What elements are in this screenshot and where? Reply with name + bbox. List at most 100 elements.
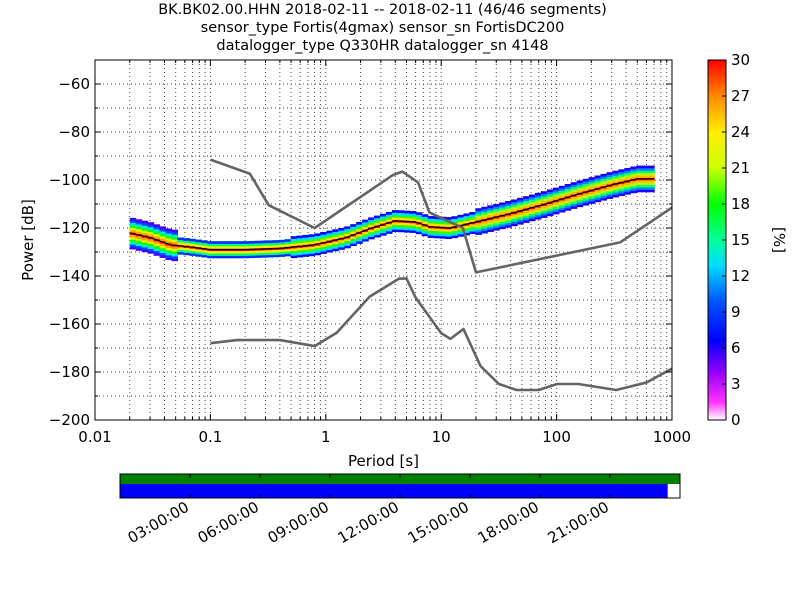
histogram-cell — [171, 256, 179, 259]
histogram-cell — [648, 172, 655, 176]
histogram-cell — [534, 207, 542, 210]
histogram-cell — [159, 248, 167, 251]
histogram-cell — [225, 250, 232, 254]
histogram-cell — [153, 245, 161, 249]
histogram-cell — [403, 213, 411, 216]
histogram-cell — [618, 183, 625, 187]
histogram-cell — [171, 253, 179, 257]
histogram-cell — [135, 238, 143, 242]
histogram-cell — [558, 190, 566, 194]
histogram-cell — [427, 235, 435, 238]
histogram-cell — [427, 228, 435, 231]
histogram-cell — [248, 240, 256, 244]
histogram-cell — [129, 237, 137, 240]
histogram-cell — [457, 219, 465, 223]
histogram-cell — [582, 202, 590, 206]
histogram-cell — [385, 231, 393, 234]
histogram-cell — [451, 233, 459, 236]
histogram-cell — [147, 234, 155, 237]
histogram-cell — [135, 221, 143, 225]
histogram-cell — [374, 222, 381, 226]
histogram-cell — [278, 244, 286, 248]
histogram-cell — [201, 245, 208, 248]
histogram-cell — [612, 189, 619, 193]
histogram-cell — [213, 241, 220, 244]
histogram-cell — [511, 199, 518, 203]
histogram-cell — [570, 182, 578, 185]
histogram-cell — [636, 180, 643, 183]
histogram-cell — [612, 173, 619, 176]
histogram-cell — [326, 230, 333, 234]
histogram-cell — [421, 216, 429, 220]
histogram-cell — [618, 186, 625, 189]
histogram-cell — [481, 223, 488, 227]
histogram-cell — [290, 250, 298, 254]
histogram-cell — [505, 208, 512, 211]
histogram-cell — [380, 232, 387, 236]
histogram-cell — [165, 230, 173, 234]
histogram-cell — [594, 194, 602, 198]
histogram-cell — [314, 238, 322, 241]
histogram-cell — [362, 234, 369, 237]
histogram-cell — [439, 235, 447, 239]
histogram-cell — [147, 226, 155, 230]
histogram-cell — [642, 170, 649, 174]
histogram-cell — [487, 207, 494, 211]
histogram-cell — [439, 228, 447, 232]
histogram-cell — [570, 206, 578, 209]
histogram-cell — [648, 187, 655, 190]
histogram-cell — [147, 243, 155, 247]
histogram-cell — [630, 183, 637, 187]
histogram-cell — [636, 170, 643, 174]
histogram-cell — [141, 242, 149, 246]
histogram-cell — [594, 197, 602, 200]
histogram-cell — [570, 203, 578, 207]
histogram-cell — [153, 253, 161, 256]
histogram-cell — [523, 205, 530, 209]
histogram-cell — [129, 220, 137, 224]
histogram-cell — [600, 181, 608, 184]
histogram-cell — [242, 255, 250, 259]
histogram-cell — [534, 197, 542, 201]
histogram-cell — [564, 191, 572, 194]
histogram-cell — [141, 230, 149, 234]
histogram-cell — [391, 229, 399, 233]
histogram-cell — [445, 224, 453, 227]
histogram-cell — [385, 228, 393, 232]
histogram-cell — [213, 243, 220, 247]
histogram-cell — [135, 231, 143, 235]
histogram-cell — [391, 222, 399, 225]
x-tick-label: 0.1 — [198, 428, 222, 446]
histogram-cell — [147, 238, 155, 242]
histogram-cell — [636, 165, 643, 169]
histogram-cell — [141, 247, 149, 250]
histogram-cell — [296, 247, 304, 251]
histogram-cell — [278, 249, 286, 253]
histogram-cell — [374, 220, 381, 224]
histogram-cell — [332, 231, 339, 235]
histogram-cell — [290, 238, 298, 242]
histogram-cell — [487, 224, 494, 228]
histogram-cell — [332, 243, 339, 247]
histogram-cell — [159, 255, 167, 258]
data-availability-bar — [120, 474, 680, 484]
histogram-cell — [308, 253, 316, 257]
histogram-cell — [391, 217, 399, 221]
histogram-cell — [284, 248, 292, 252]
histogram-cell — [540, 212, 548, 216]
histogram-cell — [528, 199, 536, 203]
colorbar-tick-label: 24 — [731, 123, 750, 141]
histogram-cell — [600, 178, 608, 182]
histogram-cell — [207, 241, 214, 244]
histogram-cell — [481, 211, 488, 215]
histogram-cell — [231, 241, 238, 244]
colorbar: 0 3 6 9 12 15 18 21 24 27 30 [%] — [707, 51, 788, 429]
histogram-cell — [493, 223, 500, 226]
histogram-cell — [296, 240, 304, 244]
histogram-cell — [278, 239, 286, 243]
histogram-cell — [582, 198, 590, 201]
histogram-cell — [183, 238, 190, 241]
histogram-cell — [409, 223, 417, 226]
histogram-cell — [368, 231, 375, 235]
histogram-cell — [594, 177, 602, 181]
